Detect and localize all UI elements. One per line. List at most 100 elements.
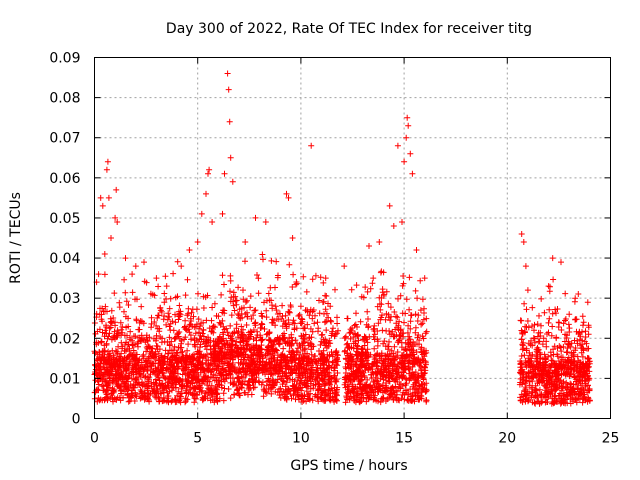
data-point bbox=[203, 346, 210, 353]
data-point bbox=[214, 398, 221, 405]
data-point bbox=[124, 386, 131, 393]
data-point bbox=[182, 352, 189, 359]
data-point bbox=[120, 368, 127, 375]
data-point bbox=[112, 322, 119, 329]
data-point bbox=[176, 396, 183, 402]
data-point bbox=[255, 378, 262, 385]
data-point bbox=[199, 330, 206, 337]
data-point bbox=[173, 360, 180, 367]
data-point bbox=[208, 368, 215, 375]
data-point bbox=[268, 390, 275, 397]
data-point bbox=[100, 348, 107, 355]
data-point bbox=[178, 337, 185, 344]
data-point bbox=[144, 345, 151, 352]
data-point bbox=[143, 334, 150, 341]
data-point bbox=[92, 370, 99, 377]
data-point bbox=[122, 313, 129, 320]
data-point bbox=[247, 304, 254, 311]
data-point bbox=[103, 342, 110, 348]
data-point bbox=[210, 389, 217, 396]
data-point bbox=[182, 292, 189, 299]
data-point bbox=[184, 347, 191, 354]
data-point bbox=[124, 392, 131, 399]
data-point bbox=[286, 321, 293, 328]
data-point bbox=[129, 271, 136, 278]
data-point bbox=[200, 352, 207, 359]
data-point bbox=[200, 327, 207, 334]
data-point bbox=[172, 319, 179, 326]
data-point bbox=[149, 291, 156, 298]
data-point bbox=[97, 396, 104, 403]
data-point bbox=[95, 381, 102, 388]
data-point bbox=[107, 315, 114, 322]
data-point bbox=[308, 351, 315, 358]
data-point bbox=[168, 362, 175, 369]
data-point bbox=[190, 313, 197, 320]
data-point bbox=[111, 290, 118, 297]
data-point bbox=[189, 354, 196, 360]
data-point bbox=[198, 388, 205, 395]
data-point bbox=[137, 387, 144, 393]
data-point bbox=[205, 336, 212, 343]
data-point bbox=[106, 350, 113, 357]
data-point bbox=[144, 385, 151, 392]
data-point bbox=[114, 363, 121, 370]
data-point bbox=[286, 261, 293, 268]
data-point bbox=[137, 395, 144, 402]
data-point bbox=[216, 370, 223, 377]
data-point bbox=[303, 288, 310, 295]
data-point bbox=[185, 372, 192, 379]
data-point bbox=[217, 320, 224, 327]
data-point bbox=[151, 319, 158, 325]
data-point bbox=[227, 277, 234, 284]
data-point bbox=[185, 361, 192, 368]
data-point bbox=[154, 372, 161, 379]
data-point bbox=[101, 271, 108, 278]
data-point bbox=[105, 367, 111, 374]
data-point bbox=[98, 338, 105, 345]
data-point bbox=[175, 388, 182, 395]
data-point bbox=[111, 362, 118, 369]
data-point bbox=[175, 330, 182, 337]
data-point bbox=[178, 349, 185, 356]
data-point bbox=[142, 361, 149, 368]
data-point bbox=[94, 386, 101, 393]
data-point bbox=[162, 347, 169, 354]
data-point bbox=[202, 360, 209, 367]
data-point bbox=[99, 329, 106, 336]
data-point bbox=[207, 369, 214, 376]
data-point bbox=[300, 273, 307, 280]
data-point bbox=[190, 368, 197, 375]
y-axis-label: ROTI / TECUs bbox=[8, 192, 24, 284]
data-point bbox=[164, 393, 171, 400]
data-point bbox=[170, 347, 177, 354]
data-point bbox=[195, 338, 202, 345]
data-point bbox=[154, 343, 161, 350]
data-point bbox=[148, 324, 155, 331]
data-point bbox=[218, 337, 225, 344]
data-point bbox=[196, 359, 203, 366]
data-point bbox=[258, 336, 265, 343]
data-point bbox=[108, 318, 115, 325]
data-point bbox=[193, 306, 200, 313]
data-point bbox=[129, 384, 136, 391]
data-point bbox=[229, 361, 236, 368]
data-point bbox=[211, 399, 218, 406]
x-tick-label: 0 bbox=[90, 431, 99, 447]
data-point bbox=[270, 355, 277, 361]
data-point bbox=[182, 387, 189, 394]
data-point bbox=[174, 392, 181, 399]
data-point bbox=[182, 317, 189, 324]
data-point bbox=[182, 334, 189, 341]
data-point bbox=[165, 350, 172, 357]
data-point bbox=[227, 288, 233, 295]
data-point bbox=[207, 386, 214, 393]
data-point bbox=[121, 347, 128, 354]
data-point bbox=[188, 379, 195, 386]
data-point bbox=[121, 354, 128, 361]
data-point bbox=[176, 302, 183, 309]
data-point bbox=[277, 394, 284, 401]
data-point bbox=[171, 370, 178, 376]
data-point bbox=[157, 307, 164, 314]
data-point bbox=[182, 395, 189, 402]
